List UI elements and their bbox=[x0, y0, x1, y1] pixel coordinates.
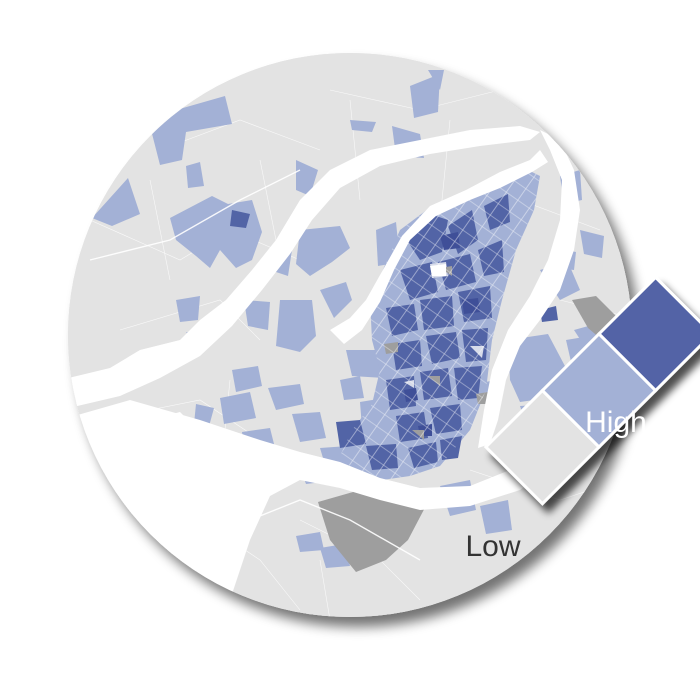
legend-low-label: Low bbox=[465, 530, 520, 563]
legend bbox=[483, 275, 700, 506]
legend-high-label: High bbox=[585, 406, 647, 439]
street-grid bbox=[340, 170, 540, 480]
legend-swatch-high bbox=[596, 275, 700, 393]
map-content bbox=[68, 53, 632, 617]
